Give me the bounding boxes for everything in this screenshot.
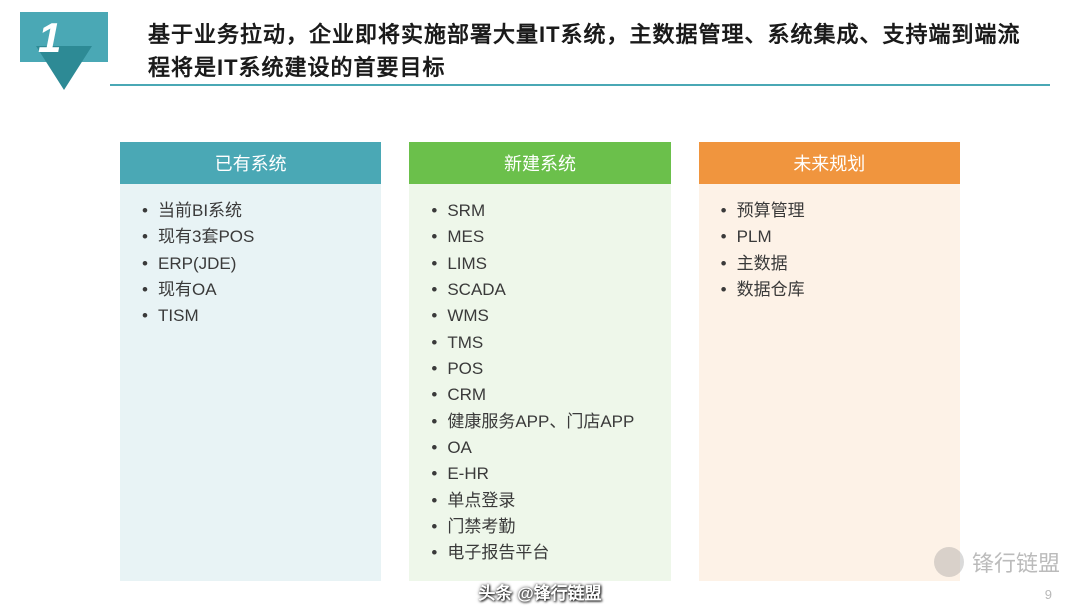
column-2: 未来规划预算管理PLM主数据数据仓库 [699,142,960,581]
slide-number: 1 [38,14,61,62]
list-item: 预算管理 [721,198,952,224]
list-item: ERP(JDE) [142,251,373,277]
list-item: E-HR [431,461,662,487]
column-header: 新建系统 [409,142,670,184]
slide-title: 基于业务拉动，企业即将实施部署大量IT系统，主数据管理、系统集成、支持端到端流程… [100,12,1080,84]
list-item: SCADA [431,277,662,303]
column-body: 预算管理PLM主数据数据仓库 [699,184,960,581]
watermark-icon [934,547,964,577]
column-body: 当前BI系统现有3套POSERP(JDE)现有OATISM [120,184,381,581]
list-item: TMS [431,330,662,356]
list-item: 数据仓库 [721,277,952,303]
list-item: POS [431,356,662,382]
list-item: 健康服务APP、门店APP [431,409,662,435]
page-number: 9 [1045,587,1052,602]
column-1: 新建系统SRMMESLIMSSCADAWMSTMSPOSCRM健康服务APP、门… [409,142,670,581]
slide-number-badge: 1 [0,12,100,92]
list-item: SRM [431,198,662,224]
title-underline [110,84,1050,86]
column-0: 已有系统当前BI系统现有3套POSERP(JDE)现有OATISM [120,142,381,581]
list-item: 当前BI系统 [142,198,373,224]
footer-credit: 头条 @锋行链盟 [0,579,1080,604]
list-item: 门禁考勤 [431,514,662,540]
watermark: 锋行链盟 [934,546,1060,578]
list-item: 现有OA [142,277,373,303]
list-item: 主数据 [721,251,952,277]
list-item: PLM [721,224,952,250]
list-item: 单点登录 [431,488,662,514]
list-item: LIMS [431,251,662,277]
slide-header: 1 基于业务拉动，企业即将实施部署大量IT系统，主数据管理、系统集成、支持端到端… [0,0,1080,92]
columns-container: 已有系统当前BI系统现有3套POSERP(JDE)现有OATISM新建系统SRM… [0,92,1080,581]
column-header: 未来规划 [699,142,960,184]
list-item: TISM [142,303,373,329]
list-item: 电子报告平台 [431,540,662,566]
list-item: OA [431,435,662,461]
column-body: SRMMESLIMSSCADAWMSTMSPOSCRM健康服务APP、门店APP… [409,184,670,581]
list-item: CRM [431,382,662,408]
list-item: 现有3套POS [142,224,373,250]
watermark-text: 锋行链盟 [972,546,1060,578]
list-item: MES [431,224,662,250]
column-header: 已有系统 [120,142,381,184]
list-item: WMS [431,303,662,329]
